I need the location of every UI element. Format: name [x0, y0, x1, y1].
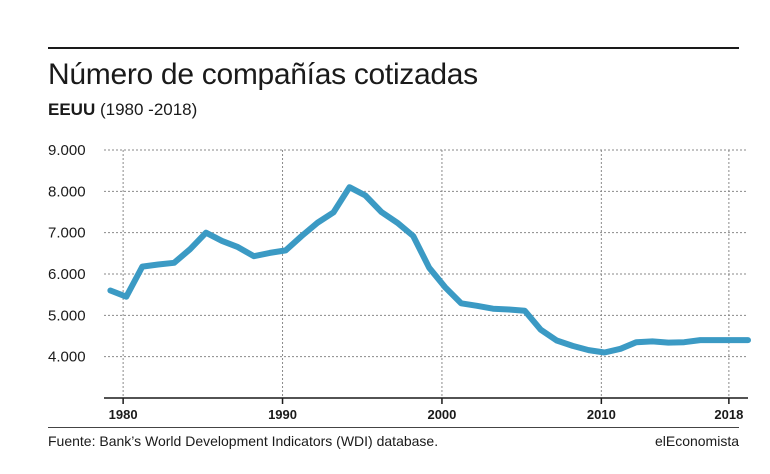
series-line — [107, 184, 751, 356]
y-tick-label: 8.000 — [48, 183, 86, 200]
source-note: Fuente: Bank’s World Development Indicat… — [48, 433, 439, 449]
bottom-rule — [48, 427, 739, 428]
x-tick-label: 2000 — [427, 407, 456, 422]
chart-title: Número de compañías cotizadas — [48, 58, 478, 91]
x-tick-label: 1990 — [268, 407, 297, 422]
subtitle-country: EEUU — [48, 100, 96, 119]
x-tick-label: 2010 — [587, 407, 616, 422]
y-tick-label: 9.000 — [48, 142, 86, 159]
y-tick-label: 4.000 — [48, 349, 86, 366]
chart-subtitle: EEUU (1980 -2018) — [48, 100, 197, 120]
y-tick-label: 7.000 — [48, 225, 86, 242]
x-tick-label: 2018 — [714, 407, 743, 422]
brand-logo-text: elEconomista — [654, 433, 739, 449]
x-tick-label: 1980 — [109, 407, 138, 422]
y-tick-label: 5.000 — [48, 307, 86, 324]
y-tick-label: 6.000 — [48, 266, 86, 283]
top-rule — [48, 47, 739, 49]
subtitle-range: (1980 -2018) — [95, 100, 198, 119]
